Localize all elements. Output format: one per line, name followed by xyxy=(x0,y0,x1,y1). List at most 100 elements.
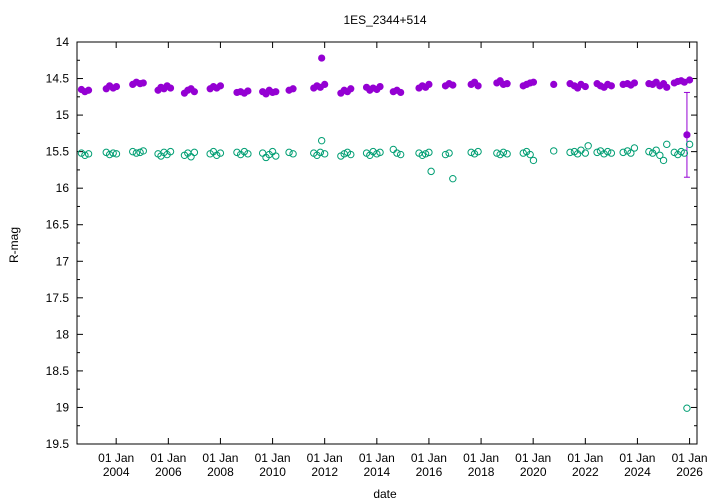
data-point xyxy=(584,142,592,150)
data-point xyxy=(445,149,453,157)
data-point xyxy=(593,148,601,157)
y-axis: 14 14.5 15 15.5 16 16.5 17 17.5 18 18.5 19 19.5 xyxy=(46,35,697,451)
x-tick-label-date: 01 Jan xyxy=(672,451,708,465)
data-point xyxy=(289,85,297,93)
y-tick-label: 17 xyxy=(56,254,70,268)
data-point xyxy=(317,136,326,145)
data-point xyxy=(240,147,249,156)
x-tick-label-date: 01 Jan xyxy=(202,451,238,465)
x-tick-label-year: 2004 xyxy=(103,465,130,479)
data-point xyxy=(630,79,639,87)
y-tick-label: 14 xyxy=(56,35,70,49)
y-tick-label: 15 xyxy=(56,108,70,122)
y-tick-label: 18.5 xyxy=(46,364,70,378)
data-point xyxy=(519,149,527,157)
x-tick-label-year: 2022 xyxy=(572,465,599,479)
data-point xyxy=(581,149,590,157)
series-2 xyxy=(77,136,694,412)
x-tick-label-year: 2012 xyxy=(311,465,338,479)
x-tick-label-date: 01 Jan xyxy=(619,451,655,465)
x-tick-label-year: 2008 xyxy=(207,465,234,479)
data-point xyxy=(376,148,384,157)
x-tick-label-date: 01 Jan xyxy=(463,451,499,465)
y-tick-label: 19.5 xyxy=(46,437,70,451)
x-tick-label-date: 01 Jan xyxy=(255,451,291,465)
plot-border xyxy=(76,41,698,445)
data-point xyxy=(683,404,691,412)
data-point xyxy=(105,150,114,159)
data-point xyxy=(550,80,558,88)
y-tick-label: 15.5 xyxy=(46,145,70,159)
data-point xyxy=(112,150,121,158)
data-point xyxy=(84,150,93,158)
data-point xyxy=(526,150,534,159)
data-point xyxy=(652,146,660,154)
data-point xyxy=(529,156,538,165)
x-tick-label-date: 01 Jan xyxy=(567,451,603,465)
data-point xyxy=(499,148,508,157)
data-point xyxy=(396,150,405,159)
data-point xyxy=(581,82,589,91)
data-point xyxy=(425,148,433,157)
data-point xyxy=(550,147,558,155)
data-point xyxy=(272,152,280,160)
data-point xyxy=(376,82,384,91)
data-point xyxy=(289,150,297,158)
data-point xyxy=(425,80,433,88)
series-1 xyxy=(77,54,694,178)
series-layer xyxy=(77,54,694,412)
y-tick-label: 18 xyxy=(56,327,70,341)
data-point xyxy=(503,150,511,158)
data-point xyxy=(389,145,398,154)
data-point xyxy=(627,149,635,157)
chart-title: 1ES_2344+514 xyxy=(343,13,426,27)
data-point xyxy=(272,88,280,96)
data-point xyxy=(630,144,639,152)
x-tick-label-date: 01 Jan xyxy=(515,451,551,465)
data-point xyxy=(474,147,482,156)
data-point xyxy=(656,151,664,159)
data-point xyxy=(321,80,329,88)
x-tick-label-year: 2018 xyxy=(468,465,495,479)
y-axis-label: R-mag xyxy=(7,227,21,263)
data-point xyxy=(244,150,252,158)
data-point xyxy=(683,131,691,139)
data-point xyxy=(529,78,538,86)
data-point xyxy=(109,149,117,157)
data-point xyxy=(166,84,175,92)
y-tick-label: 14.5 xyxy=(46,72,70,86)
data-point xyxy=(449,81,457,89)
data-point xyxy=(685,140,694,149)
data-point xyxy=(619,148,627,157)
data-point xyxy=(600,150,608,158)
data-point xyxy=(449,174,457,183)
data-point xyxy=(139,79,147,87)
data-point xyxy=(132,149,141,157)
x-tick-label-year: 2010 xyxy=(259,465,286,479)
y-tick-label: 16 xyxy=(56,181,70,195)
data-point xyxy=(659,156,668,165)
x-tick-label-year: 2024 xyxy=(624,465,651,479)
data-point xyxy=(318,54,326,62)
data-point xyxy=(467,148,475,157)
x-tick-label-date: 01 Jan xyxy=(98,451,134,465)
data-point xyxy=(393,149,401,157)
y-tick-label: 19 xyxy=(56,400,70,414)
data-point xyxy=(503,80,511,88)
y-tick-label: 16.5 xyxy=(46,218,70,232)
data-point xyxy=(607,149,616,157)
y-tick-label: 17.5 xyxy=(46,291,70,305)
data-point xyxy=(213,151,221,159)
data-point xyxy=(607,82,615,90)
data-point xyxy=(441,150,450,159)
x-tick-label-year: 2016 xyxy=(416,465,443,479)
data-point xyxy=(258,149,267,157)
data-point xyxy=(316,148,325,157)
data-point xyxy=(369,147,377,156)
data-point xyxy=(470,150,479,158)
data-point xyxy=(112,82,121,91)
data-point xyxy=(244,87,252,95)
data-point xyxy=(680,149,689,157)
